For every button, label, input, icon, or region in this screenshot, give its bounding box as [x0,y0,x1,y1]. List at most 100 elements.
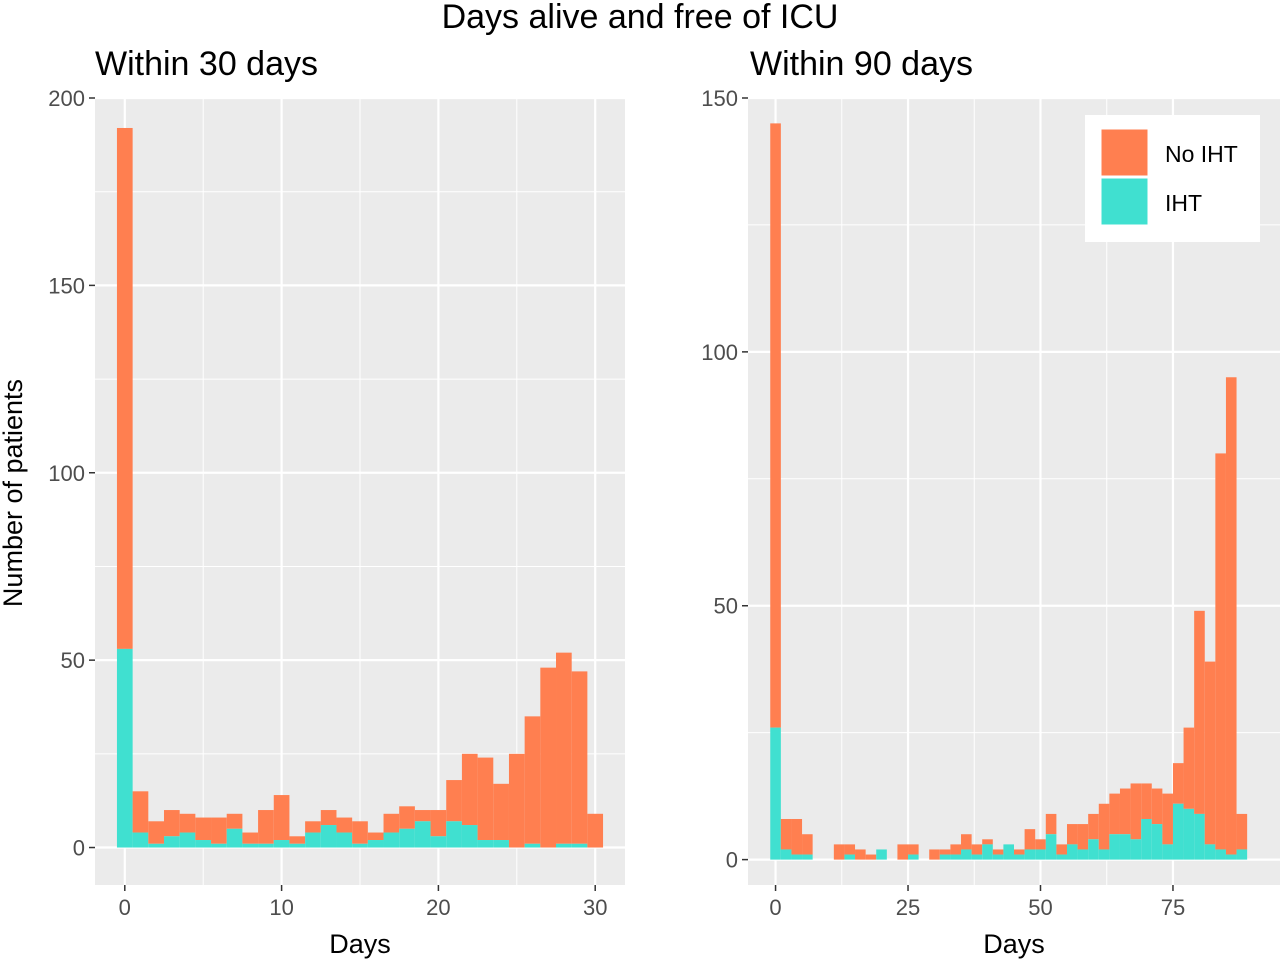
bar-no-iht [477,757,494,841]
bar-no-iht [446,780,462,822]
panel-subtitle: Within 30 days [95,45,318,83]
bar-iht [1172,803,1184,860]
bar-no-iht [1109,793,1120,835]
bar-no-iht [587,813,604,848]
bar-iht [844,854,856,860]
bar-no-iht [770,123,781,728]
bar-no-iht [844,844,856,855]
bar-iht [1003,844,1014,860]
bar-iht [1215,849,1226,860]
bar-iht [273,840,290,848]
bar-iht [1130,839,1142,860]
x-tick-label: 30 [583,895,607,920]
bar-iht [493,840,509,848]
bar-iht [289,843,306,848]
bar-no-iht [320,810,337,826]
bar-no-iht [791,818,803,855]
bar-iht [802,854,813,860]
bar-no-iht [855,849,866,860]
bar-no-iht [1141,783,1152,819]
legend-key-iht [1100,177,1149,226]
bar-iht [430,836,447,848]
bar-iht [352,843,368,848]
bar-iht [1056,854,1067,860]
bar-iht [1014,854,1025,860]
bar-no-iht [493,783,509,841]
bar-no-iht [865,854,877,860]
bar-no-iht [540,667,557,848]
bar-iht [305,832,321,848]
bar-no-iht [1098,803,1110,850]
bar-iht [446,821,462,848]
bar-no-iht [992,849,1004,855]
bar-no-iht [982,839,993,845]
bar-no-iht [1014,849,1025,855]
y-tick-label: 100 [48,461,85,486]
bar-no-iht [939,849,951,855]
bar-no-iht [571,671,588,844]
bar-no-iht [179,813,196,833]
y-tick-label: 0 [73,836,85,861]
bar-no-iht [1119,788,1131,835]
bar-iht [461,825,478,848]
y-tick-label: 50 [61,648,85,673]
y-tick-label: 150 [701,86,738,111]
bar-no-iht [1088,813,1099,840]
bar-no-iht [195,817,212,841]
bar-no-iht [352,821,368,844]
y-tick-label: 150 [48,273,85,298]
bar-iht [939,854,951,860]
x-axis-title: Days [983,929,1045,959]
x-tick-label: 20 [426,895,450,920]
bar-iht [908,854,919,860]
bar-iht [383,832,400,848]
y-tick-label: 200 [48,86,85,111]
bar-iht [320,825,337,848]
bar-no-iht [524,716,541,844]
bar-iht [336,832,353,848]
x-tick-label: 0 [119,895,131,920]
bar-iht [1045,834,1057,860]
bar-iht [571,843,588,848]
bar-no-iht [1130,783,1142,840]
bar-no-iht [163,810,180,837]
bar-iht [116,648,133,848]
bar-iht [1183,808,1195,860]
bar-iht [477,840,494,848]
bar-no-iht [1194,610,1205,814]
x-tick-label: 75 [1161,895,1185,920]
bar-iht [179,832,196,848]
y-tick-label: 100 [701,340,738,365]
bar-no-iht [226,813,243,829]
bar-no-iht [289,836,306,844]
bar-iht [399,828,415,848]
bar-no-iht [383,813,400,833]
bar-iht [1119,834,1131,860]
bar-no-iht [1151,788,1163,825]
bar-iht [1236,849,1248,860]
bar-iht [132,832,149,848]
bar-iht [1077,849,1089,860]
y-tick-label: 0 [726,848,738,873]
bar-no-iht [132,791,149,833]
x-tick-label: 10 [269,895,293,920]
x-tick-label: 0 [769,895,781,920]
bar-iht [195,840,212,848]
bar-no-iht [1183,727,1195,809]
bar-no-iht [508,753,525,848]
bar-no-iht [1204,661,1216,845]
bar-iht [1035,849,1046,860]
legend: No IHT IHT [1085,115,1260,242]
bar-iht [1151,824,1163,860]
bar-iht [971,854,983,860]
bar-iht [1109,834,1120,860]
legend-label-iht: IHT [1165,190,1202,216]
bar-no-iht [1077,824,1089,850]
bar-no-iht [950,844,962,855]
x-axis-title: Days [329,929,391,959]
bar-iht [226,828,243,848]
bar-iht [367,840,384,848]
bar-no-iht [211,817,227,844]
bar-iht [780,849,792,860]
